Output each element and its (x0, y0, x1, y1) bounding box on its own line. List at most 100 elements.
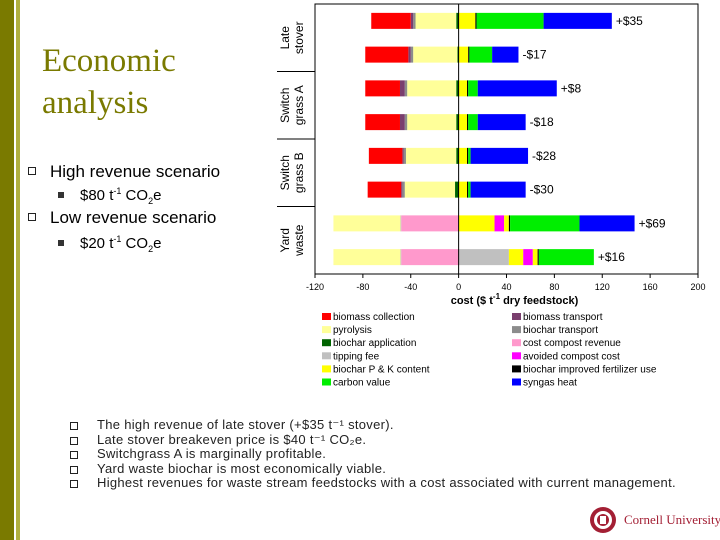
legend-label: carbon value (333, 378, 391, 389)
bar-segment (467, 80, 469, 97)
bar-segment (470, 147, 529, 164)
x-tick-label: 120 (595, 282, 610, 292)
bar-segment (404, 80, 408, 97)
legend-swatch (322, 339, 331, 347)
bar-segment (401, 249, 459, 266)
bar-segment (399, 114, 405, 131)
bar-segment (399, 80, 405, 97)
cornell-seal-icon (590, 507, 616, 533)
bar-segment (456, 80, 459, 97)
finding-item: Highest revenues for waste stream feedst… (70, 476, 690, 491)
net-value-label: +$69 (639, 216, 666, 230)
bullet-square-icon (70, 451, 78, 460)
bar-segment (504, 215, 509, 232)
bar-segment (508, 215, 511, 232)
net-value-label: +$16 (598, 250, 625, 264)
slide-title: Economic analysis (42, 40, 262, 124)
bar-segment (405, 147, 457, 164)
bar-segment (404, 114, 408, 131)
finding-item: The high revenue of late stover (+$35 t⁻… (70, 417, 690, 433)
cornell-logo: Cornell University (588, 505, 720, 535)
bar-segment (410, 12, 414, 29)
x-axis-label: cost ($ t-1 dry feedstock) (451, 292, 579, 307)
x-tick-label: 160 (643, 282, 658, 292)
net-value-label: -$28 (532, 149, 556, 163)
bar-segment (408, 46, 411, 63)
x-tick-label: -80 (356, 282, 369, 292)
bar-segment (532, 249, 538, 266)
legend-label: biomass transport (523, 312, 603, 323)
legend-label: biochar P & K content (333, 364, 430, 375)
legend-label: avoided compost cost (523, 351, 620, 362)
bar-segment (404, 181, 456, 198)
bar-segment (579, 215, 635, 232)
bullet-square-icon (70, 422, 78, 430)
bar-segment (494, 215, 505, 232)
bar-segment (538, 249, 594, 266)
sub-bullet-square-icon (58, 240, 64, 246)
bullet-low-price: $20 t-1 CO2e (58, 234, 161, 254)
bar-segment (333, 215, 401, 232)
bar-segment (407, 114, 457, 131)
bar-segment (475, 12, 477, 29)
bar-segment (456, 114, 459, 131)
legend-swatch (512, 339, 521, 347)
legend-swatch (512, 326, 521, 334)
x-tick-label: 80 (549, 282, 559, 292)
x-tick-label: 40 (501, 282, 511, 292)
legend-swatch (512, 313, 521, 320)
legend-label: biomass collection (333, 312, 415, 323)
bar-segment (458, 181, 468, 198)
legend-swatch (322, 365, 331, 373)
bar-segment (477, 80, 557, 97)
slide-title-line-2: analysis (42, 85, 149, 121)
bullet-square-icon (28, 167, 36, 175)
x-tick-label: -120 (306, 282, 324, 292)
x-tick-label: 200 (690, 282, 705, 292)
bar-segment (467, 181, 469, 198)
bar-segment (458, 114, 468, 131)
legend-swatch (322, 313, 331, 320)
legend-swatch (322, 378, 331, 386)
bar-segment (365, 46, 409, 63)
bar-segment (468, 46, 470, 63)
bar-segment (469, 46, 493, 63)
bullet-high-revenue: High revenue scenario (28, 162, 220, 182)
legend-label: syngas heat (523, 378, 577, 389)
bar-segment (458, 12, 476, 29)
bar-segment (400, 249, 402, 266)
bar-segment (458, 46, 469, 63)
bar-segment (371, 12, 411, 29)
bar-segment (365, 114, 400, 131)
legend-label: tipping fee (333, 351, 380, 362)
bar-segment (410, 46, 414, 63)
bar-segment (456, 147, 459, 164)
bar-segment (415, 12, 457, 29)
bar-segment (468, 147, 471, 164)
legend-label: pyrolysis (333, 325, 372, 336)
bar-segment (467, 114, 469, 131)
bar-segment (477, 114, 526, 131)
finding-item: Yard waste biochar is most economically … (70, 461, 690, 477)
bar-segment (400, 215, 402, 232)
bullet-square-icon (28, 213, 36, 221)
cornell-wordmark: Cornell University (624, 512, 720, 527)
bar-segment (458, 249, 509, 266)
bar-segment (368, 147, 403, 164)
x-tick-label: 0 (456, 282, 461, 292)
group-label: Switch (278, 155, 292, 190)
finding-item: Late stover breakeven price is $40 t⁻¹ C… (70, 432, 690, 448)
bullet-square-icon (70, 480, 78, 489)
plot-frame (314, 3, 699, 275)
net-value-label: -$18 (530, 115, 554, 129)
bar-segment (458, 80, 468, 97)
legend-swatch (512, 365, 521, 373)
bar-segment (492, 46, 519, 63)
bar-segment (523, 249, 533, 266)
group-label: Switch (278, 88, 292, 123)
legend-label: biochar transport (523, 325, 598, 336)
net-value-label: -$30 (530, 183, 554, 197)
bar-segment (537, 249, 539, 266)
legend-swatch (512, 352, 521, 360)
